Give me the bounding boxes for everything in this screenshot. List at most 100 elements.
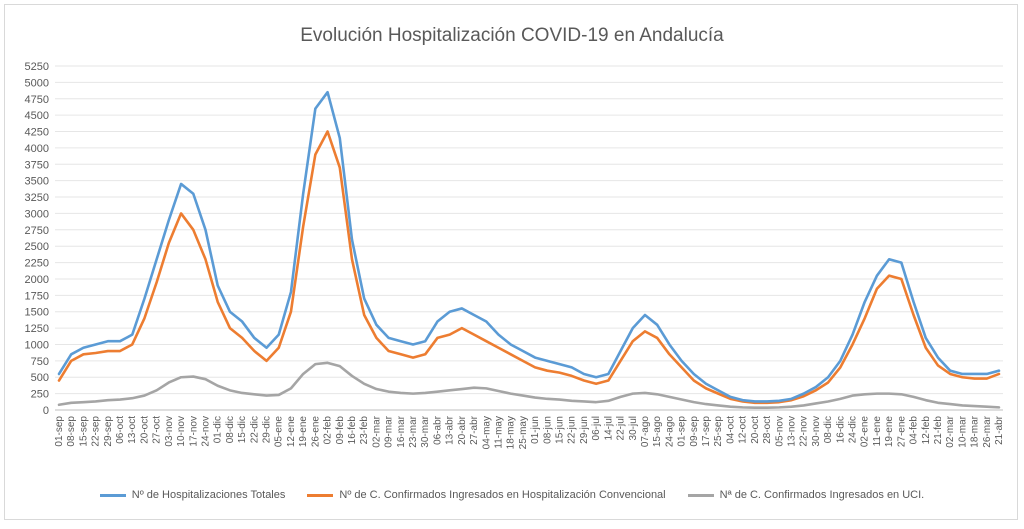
x-tick-label: 20-oct [139, 416, 150, 444]
y-tick-label: 1500 [25, 307, 49, 319]
x-tick-label: 24-nov [200, 416, 211, 447]
legend-swatch-gray [687, 493, 714, 497]
y-tick-label: 1750 [25, 290, 49, 302]
x-tick-label: 23-feb [359, 416, 370, 445]
legend-item-convencional: Nº de C. Confirmados Ingresados en Hospi… [307, 489, 666, 501]
y-tick-label: 4250 [25, 127, 49, 139]
legend-label: Nº de C. Confirmados Ingresados en Hospi… [339, 489, 666, 501]
x-tick-label: 21-feb [933, 416, 944, 445]
chart-frame: Evolución Hospitalización COVID-19 en An… [4, 4, 1018, 520]
x-tick-label: 28-oct [762, 416, 773, 444]
x-tick-label: 19-ene [298, 416, 309, 448]
x-tick-label: 23-mar [408, 415, 419, 447]
x-tick-label: 08-jun [542, 416, 553, 444]
x-tick-label: 05-nov [774, 416, 785, 447]
line-chart: 0 250 500 750 1000 1250 1500 1750 2000 2250 2500 27… [25, 61, 1005, 449]
x-axis-ticks: 01-sep 08-sep 15-sep 22-sep 29-sep 06-oct 13-o… [54, 415, 1005, 449]
x-tick-label: 15-ago [652, 416, 663, 448]
x-tick-label: 21-abr [994, 415, 1005, 445]
x-tick-label: 30-jul [628, 416, 639, 440]
x-tick-label: 30-nov [811, 416, 822, 447]
x-tick-label: 04-oct [725, 416, 736, 444]
y-tick-label: 3000 [25, 208, 49, 220]
x-tick-label: 01-sep [677, 416, 688, 447]
x-tick-label: 26-ene [310, 416, 321, 448]
x-tick-label: 02-feb [323, 416, 334, 445]
x-tick-label: 05-ene [274, 416, 285, 448]
legend-item-totales: Nº de Hospitalizaciones Totales [99, 489, 286, 501]
y-tick-label: 1000 [25, 339, 49, 351]
x-tick-label: 08-dic [225, 416, 236, 443]
x-tick-label: 24-ago [664, 416, 675, 448]
x-tick-label: 17-nov [188, 416, 199, 447]
x-tick-label: 04-may [481, 416, 492, 449]
x-tick-label: 29-dic [262, 416, 273, 443]
x-tick-label: 16-feb [347, 416, 358, 445]
x-tick-label: 24-dic [848, 416, 859, 443]
x-tick-label: 29-jun [579, 416, 590, 444]
x-tick-label: 22-dic [249, 416, 260, 443]
x-tick-label: 14-jul [603, 416, 614, 440]
x-tick-label: 22-jul [616, 416, 627, 440]
x-tick-label: 02-ene [860, 416, 871, 448]
y-tick-label: 2750 [25, 225, 49, 237]
x-tick-label: 27-ene [896, 416, 907, 448]
x-tick-label: 06-abr [432, 415, 443, 445]
x-tick-label: 09-feb [335, 416, 346, 445]
x-tick-label: 27-oct [152, 416, 163, 444]
x-tick-label: 12-feb [921, 416, 932, 445]
x-tick-label: 10-mar [957, 415, 968, 447]
x-tick-label: 02-mar [945, 415, 956, 447]
x-tick-label: 16-mar [396, 415, 407, 447]
x-tick-label: 30-mar [420, 415, 431, 447]
y-axis-ticks: 0 250 500 750 1000 1250 1500 1750 2000 2250 2500 27… [25, 61, 49, 417]
legend-label: Nº de Hospitalizaciones Totales [131, 489, 286, 501]
x-tick-label: 22-jun [567, 416, 578, 444]
x-tick-label: 22-nov [799, 416, 810, 447]
x-tick-label: 12-oct [738, 416, 749, 444]
x-tick-label: 01-dic [213, 416, 224, 443]
y-tick-label: 250 [31, 389, 49, 401]
x-tick-label: 06-oct [115, 416, 126, 444]
series-line-2 [57, 361, 1001, 410]
legend-swatch-blue [99, 493, 126, 497]
x-tick-label: 22-sep [91, 416, 102, 447]
x-tick-label: 18-mar [970, 415, 981, 447]
x-tick-label: 11-ene [872, 416, 883, 447]
x-tick-label: 16-dic [835, 416, 846, 443]
x-tick-label: 04-feb [909, 416, 920, 445]
x-tick-label: 15-jun [555, 416, 566, 444]
x-tick-label: 27-abr [469, 415, 480, 445]
y-tick-label: 0 [43, 405, 49, 417]
chart-title: Evolución Hospitalización COVID-19 en An… [300, 25, 724, 46]
legend-item-uci: Nª de C. Confirmados Ingresados en UCI. [687, 489, 925, 501]
x-tick-label: 11-may [493, 416, 504, 449]
y-tick-label: 4750 [25, 94, 49, 106]
x-tick-label: 07-ago [640, 416, 651, 448]
series-line-1 [57, 130, 1001, 405]
x-tick-label: 20-abr [457, 415, 468, 445]
y-tick-label: 1250 [25, 323, 49, 335]
legend-swatch-orange [307, 493, 334, 497]
y-tick-label: 750 [31, 356, 49, 368]
y-tick-label: 500 [31, 372, 49, 384]
series-line-0 [57, 90, 1001, 403]
x-tick-label: 13-nov [786, 416, 797, 447]
y-tick-label: 3750 [25, 159, 49, 171]
x-tick-label: 18-may [506, 416, 517, 449]
x-tick-label: 08-sep [66, 416, 77, 447]
y-tick-label: 3500 [25, 176, 49, 188]
y-tick-label: 2250 [25, 258, 49, 270]
legend: Nº de Hospitalizaciones Totales Nº de C.… [5, 489, 1019, 501]
y-tick-label: 2000 [25, 274, 49, 286]
y-tick-label: 4500 [25, 110, 49, 122]
x-tick-label: 17-sep [701, 416, 712, 447]
x-tick-label: 25-sep [713, 416, 724, 447]
x-tick-label: 20-oct [750, 416, 761, 444]
legend-label: Nª de C. Confirmados Ingresados en UCI. [719, 489, 925, 501]
x-tick-label: 03-nov [164, 416, 175, 447]
x-tick-label: 12-ene [286, 416, 297, 448]
y-tick-label: 4000 [25, 143, 49, 155]
y-tick-label: 5000 [25, 77, 49, 89]
x-tick-label: 08-dic [823, 416, 834, 443]
